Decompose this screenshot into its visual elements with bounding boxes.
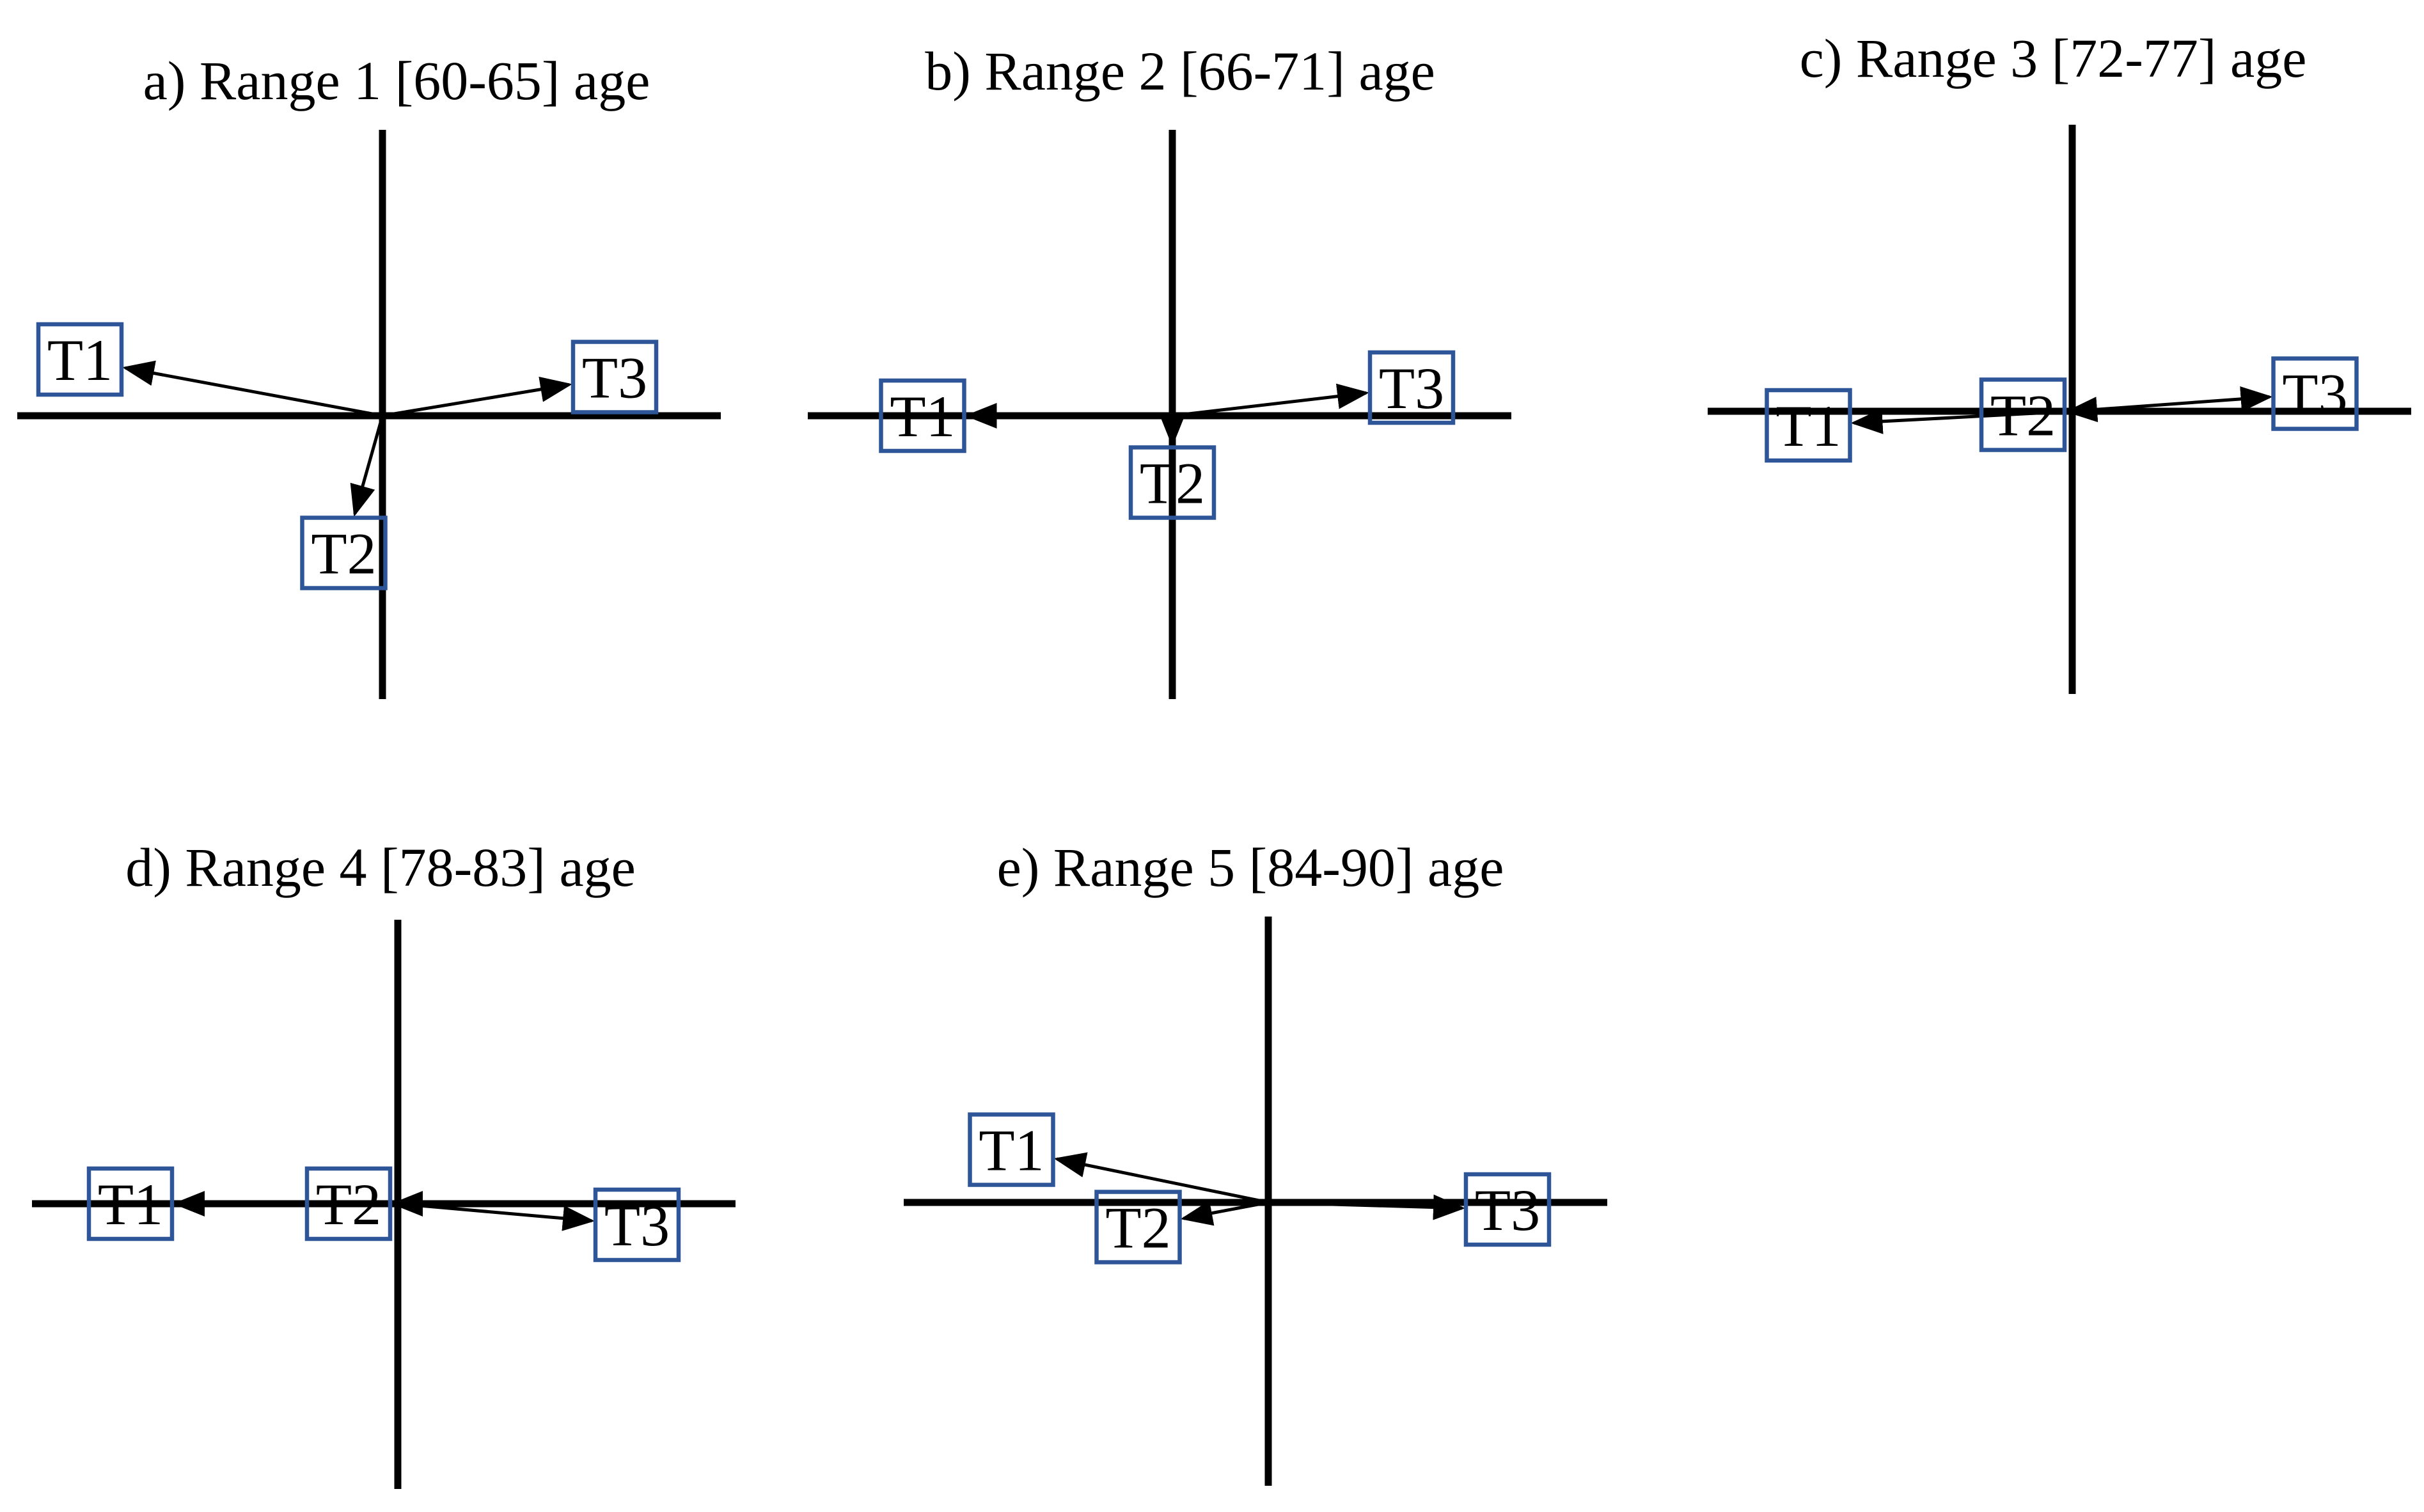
panel-e-t3-label: T3: [1475, 1177, 1540, 1243]
panel-a-t3-box: [571, 340, 659, 414]
panel-a-t1-label: T1: [47, 327, 113, 393]
panel-e: e) Range 5 [84-90] age T1 T2 T3: [904, 837, 1607, 1486]
panel-e-nodes: T1 T2 T3: [968, 1112, 1552, 1264]
panel-b-title: b) Range 2 [66-71] age: [925, 40, 1435, 102]
panel-b-t2-label: T2: [1140, 451, 1205, 516]
panel-a-nodes: T1 T2 T3: [36, 322, 659, 590]
panel-d-t3-arrow: [397, 1202, 595, 1231]
panel-d-t1-box: [86, 1166, 175, 1241]
panel-c-t2-label: T2: [1990, 383, 2056, 448]
panel-c: c) Range 3 [72-77] age T1 T2 T3: [1708, 28, 2411, 694]
panel-e-t1-label: T1: [979, 1118, 1044, 1183]
panel-e-title: e) Range 5 [84-90] age: [997, 837, 1504, 898]
panel-d-t2-box: [304, 1166, 393, 1241]
panel-c-t1-box: [1765, 388, 1852, 463]
panel-a: a) Range 1 [60-65] age T1 T2 T3: [17, 50, 721, 699]
panel-e-t2-label: T2: [1105, 1195, 1170, 1261]
panel-c-t3-label: T3: [2282, 362, 2347, 427]
panel-b: b) Range 2 [66-71] age T1 T2 T3: [808, 40, 1511, 699]
panel-c-t1-arrow: [1850, 408, 2073, 434]
panel-b-t1-box: [879, 378, 966, 453]
panel-d: d) Range 4 [78-83] age T1 T2 T3: [32, 837, 736, 1489]
panel-b-t3-box: [1367, 350, 1456, 425]
panel-c-t3-arrow: [2072, 386, 2273, 413]
panel-d-nodes: T1 T2 T3: [86, 1166, 681, 1263]
panel-b-nodes: T1 T2 T3: [879, 350, 1456, 520]
panel-d-t1-label: T1: [98, 1172, 163, 1237]
panel-e-t2-box: [1094, 1190, 1182, 1264]
panel-c-title: c) Range 3 [72-77] age: [1800, 28, 2307, 89]
panel-a-t2-arrow: [350, 415, 384, 517]
panel-b-t2-box: [1128, 445, 1216, 520]
panel-e-t3-box: [1463, 1172, 1552, 1247]
panel-d-t3-label: T3: [604, 1193, 670, 1258]
panel-e-t3-arrow: [1268, 1194, 1465, 1220]
panel-b-t3-label: T3: [1379, 356, 1444, 421]
panel-d-t3-box: [593, 1187, 681, 1263]
panel-a-t2-label: T2: [311, 521, 376, 587]
panel-e-t2-arrow: [1180, 1201, 1269, 1226]
panel-a-t1-box: [36, 322, 124, 397]
panel-a-t3-label: T3: [582, 345, 647, 411]
panel-b-t3-arrow: [1172, 383, 1369, 418]
panel-d-title: d) Range 4 [78-83] age: [125, 837, 636, 898]
panel-d-t2-label: T2: [316, 1172, 381, 1237]
panel-a-t3-arrow: [382, 377, 572, 418]
panel-c-nodes: T1 T2 T3: [1765, 356, 2359, 463]
panel-e-t1-box: [968, 1112, 1055, 1187]
panel-a-t2-box: [300, 516, 388, 590]
panel-a-t1-arrow: [122, 360, 383, 418]
panel-c-t1-label: T1: [1775, 393, 1841, 459]
panel-c-t2-box: [1979, 377, 2067, 452]
panel-b-t1-label: T1: [890, 384, 955, 449]
panel-a-title: a) Range 1 [60-65] age: [143, 50, 650, 111]
panel-c-t3-box: [2271, 356, 2359, 431]
panel-e-t1-arrow: [1053, 1152, 1269, 1204]
